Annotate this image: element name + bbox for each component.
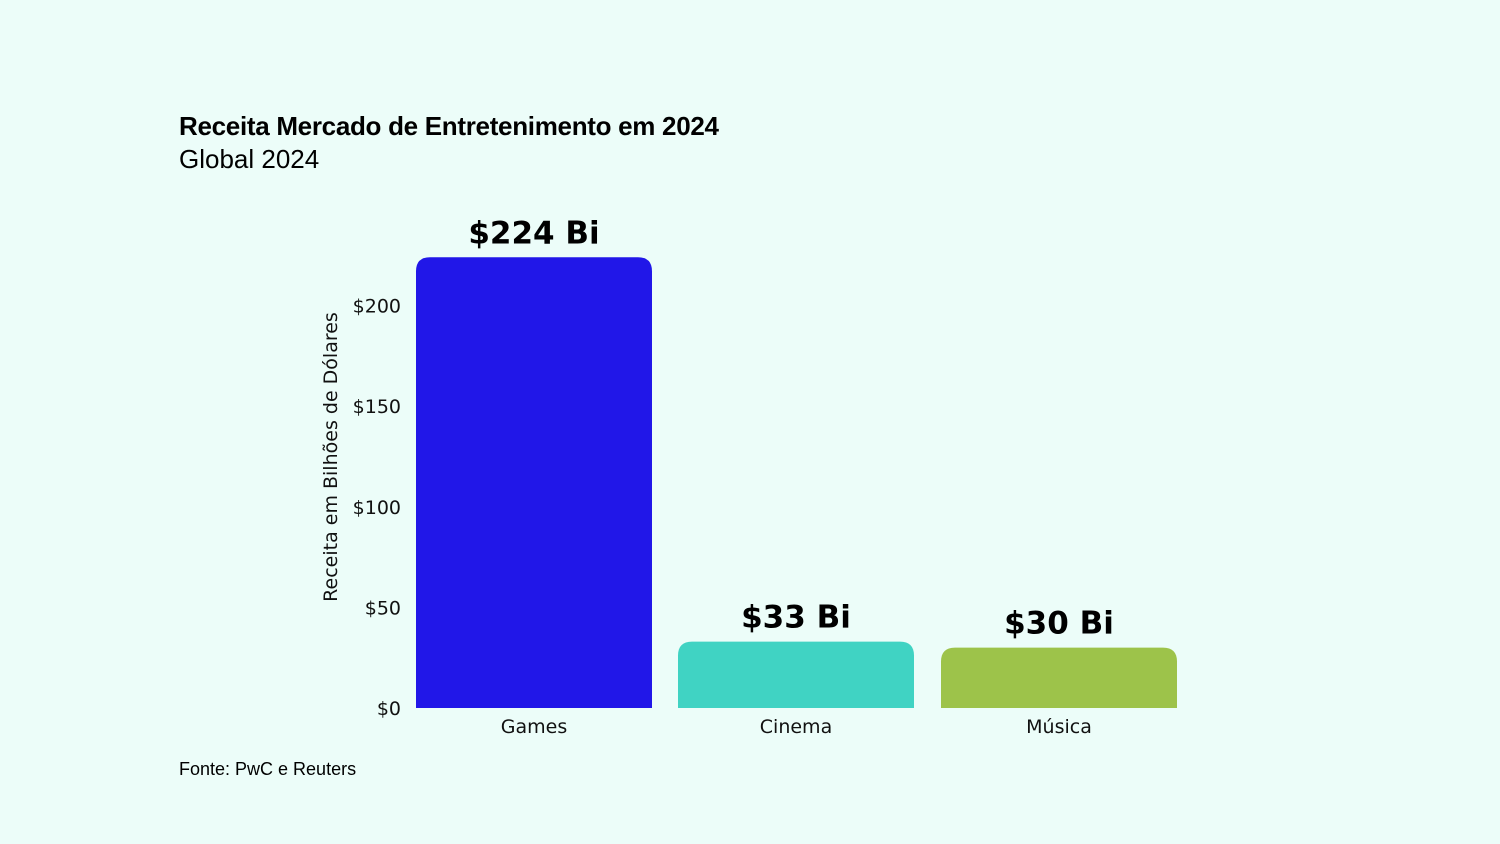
y-tick-label: $0 bbox=[377, 698, 401, 720]
y-tick-label: $100 bbox=[353, 497, 401, 519]
bar-games bbox=[416, 257, 652, 708]
data-label: $224 Bi bbox=[468, 215, 599, 251]
category-label: Música bbox=[1026, 716, 1092, 738]
y-tick-label: $200 bbox=[353, 296, 401, 318]
bar-cinema bbox=[678, 641, 914, 708]
y-tick-label: $150 bbox=[353, 396, 401, 418]
bar-musica bbox=[941, 647, 1177, 708]
category-label: Cinema bbox=[760, 716, 832, 738]
category-labels: Games Cinema Música bbox=[501, 716, 1092, 738]
y-axis-label: Receita em Bilhões de Dólares bbox=[320, 312, 342, 602]
y-axis: $0 $50 $100 $150 $200 bbox=[353, 296, 401, 720]
bars bbox=[416, 257, 1177, 708]
source-note: Fonte: PwC e Reuters bbox=[179, 759, 357, 779]
chart-subtitle: Global 2024 bbox=[179, 144, 320, 174]
y-tick-label: $50 bbox=[365, 597, 401, 619]
chart-title: Receita Mercado de Entretenimento em 202… bbox=[179, 111, 719, 141]
data-label: $33 Bi bbox=[741, 600, 851, 636]
data-labels: $224 Bi $33 Bi $30 Bi bbox=[468, 215, 1114, 641]
category-label: Games bbox=[501, 716, 567, 738]
data-label: $30 Bi bbox=[1004, 606, 1114, 642]
